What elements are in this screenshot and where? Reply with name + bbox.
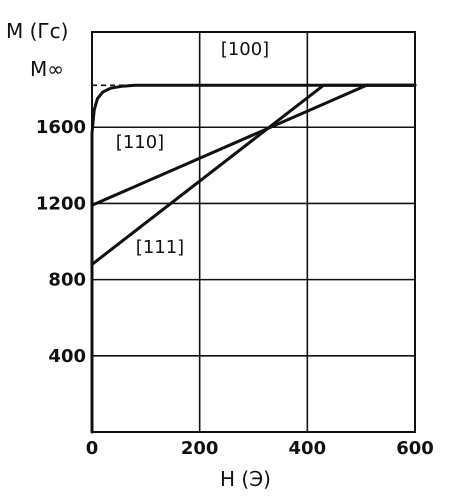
x-tick-label-600: 600 — [396, 438, 434, 459]
plot-border — [91, 31, 416, 433]
y-tick-label-1600: 1600 — [36, 117, 86, 138]
y-tick-label-1200: 1200 — [36, 193, 86, 214]
x-tick-label-400: 400 — [289, 438, 327, 459]
series-lines — [90, 83, 417, 434]
y-tick-label-800: 800 — [48, 270, 86, 291]
series-label-2: [111] — [136, 237, 184, 258]
series-line-2 — [90, 83, 417, 266]
series-line-0 — [90, 83, 417, 434]
y-tick-label-400: 400 — [48, 346, 86, 367]
saturation-label: M∞ — [30, 57, 64, 81]
tick-labels: 0 200 400 600 400 800 1200 1600 — [36, 117, 434, 459]
x-tick-label-0: 0 — [86, 438, 99, 459]
y-axis-title: M (Гс) — [6, 19, 68, 43]
series-label-1: [110] — [116, 132, 164, 153]
grid — [92, 32, 416, 432]
x-axis-title: H (Э) — [220, 467, 271, 491]
x-tick-label-200: 200 — [181, 438, 219, 459]
plot-frame — [91, 31, 416, 433]
series-labels: [100] [110] [111] — [116, 39, 269, 258]
series-label-0: [100] — [221, 39, 269, 60]
